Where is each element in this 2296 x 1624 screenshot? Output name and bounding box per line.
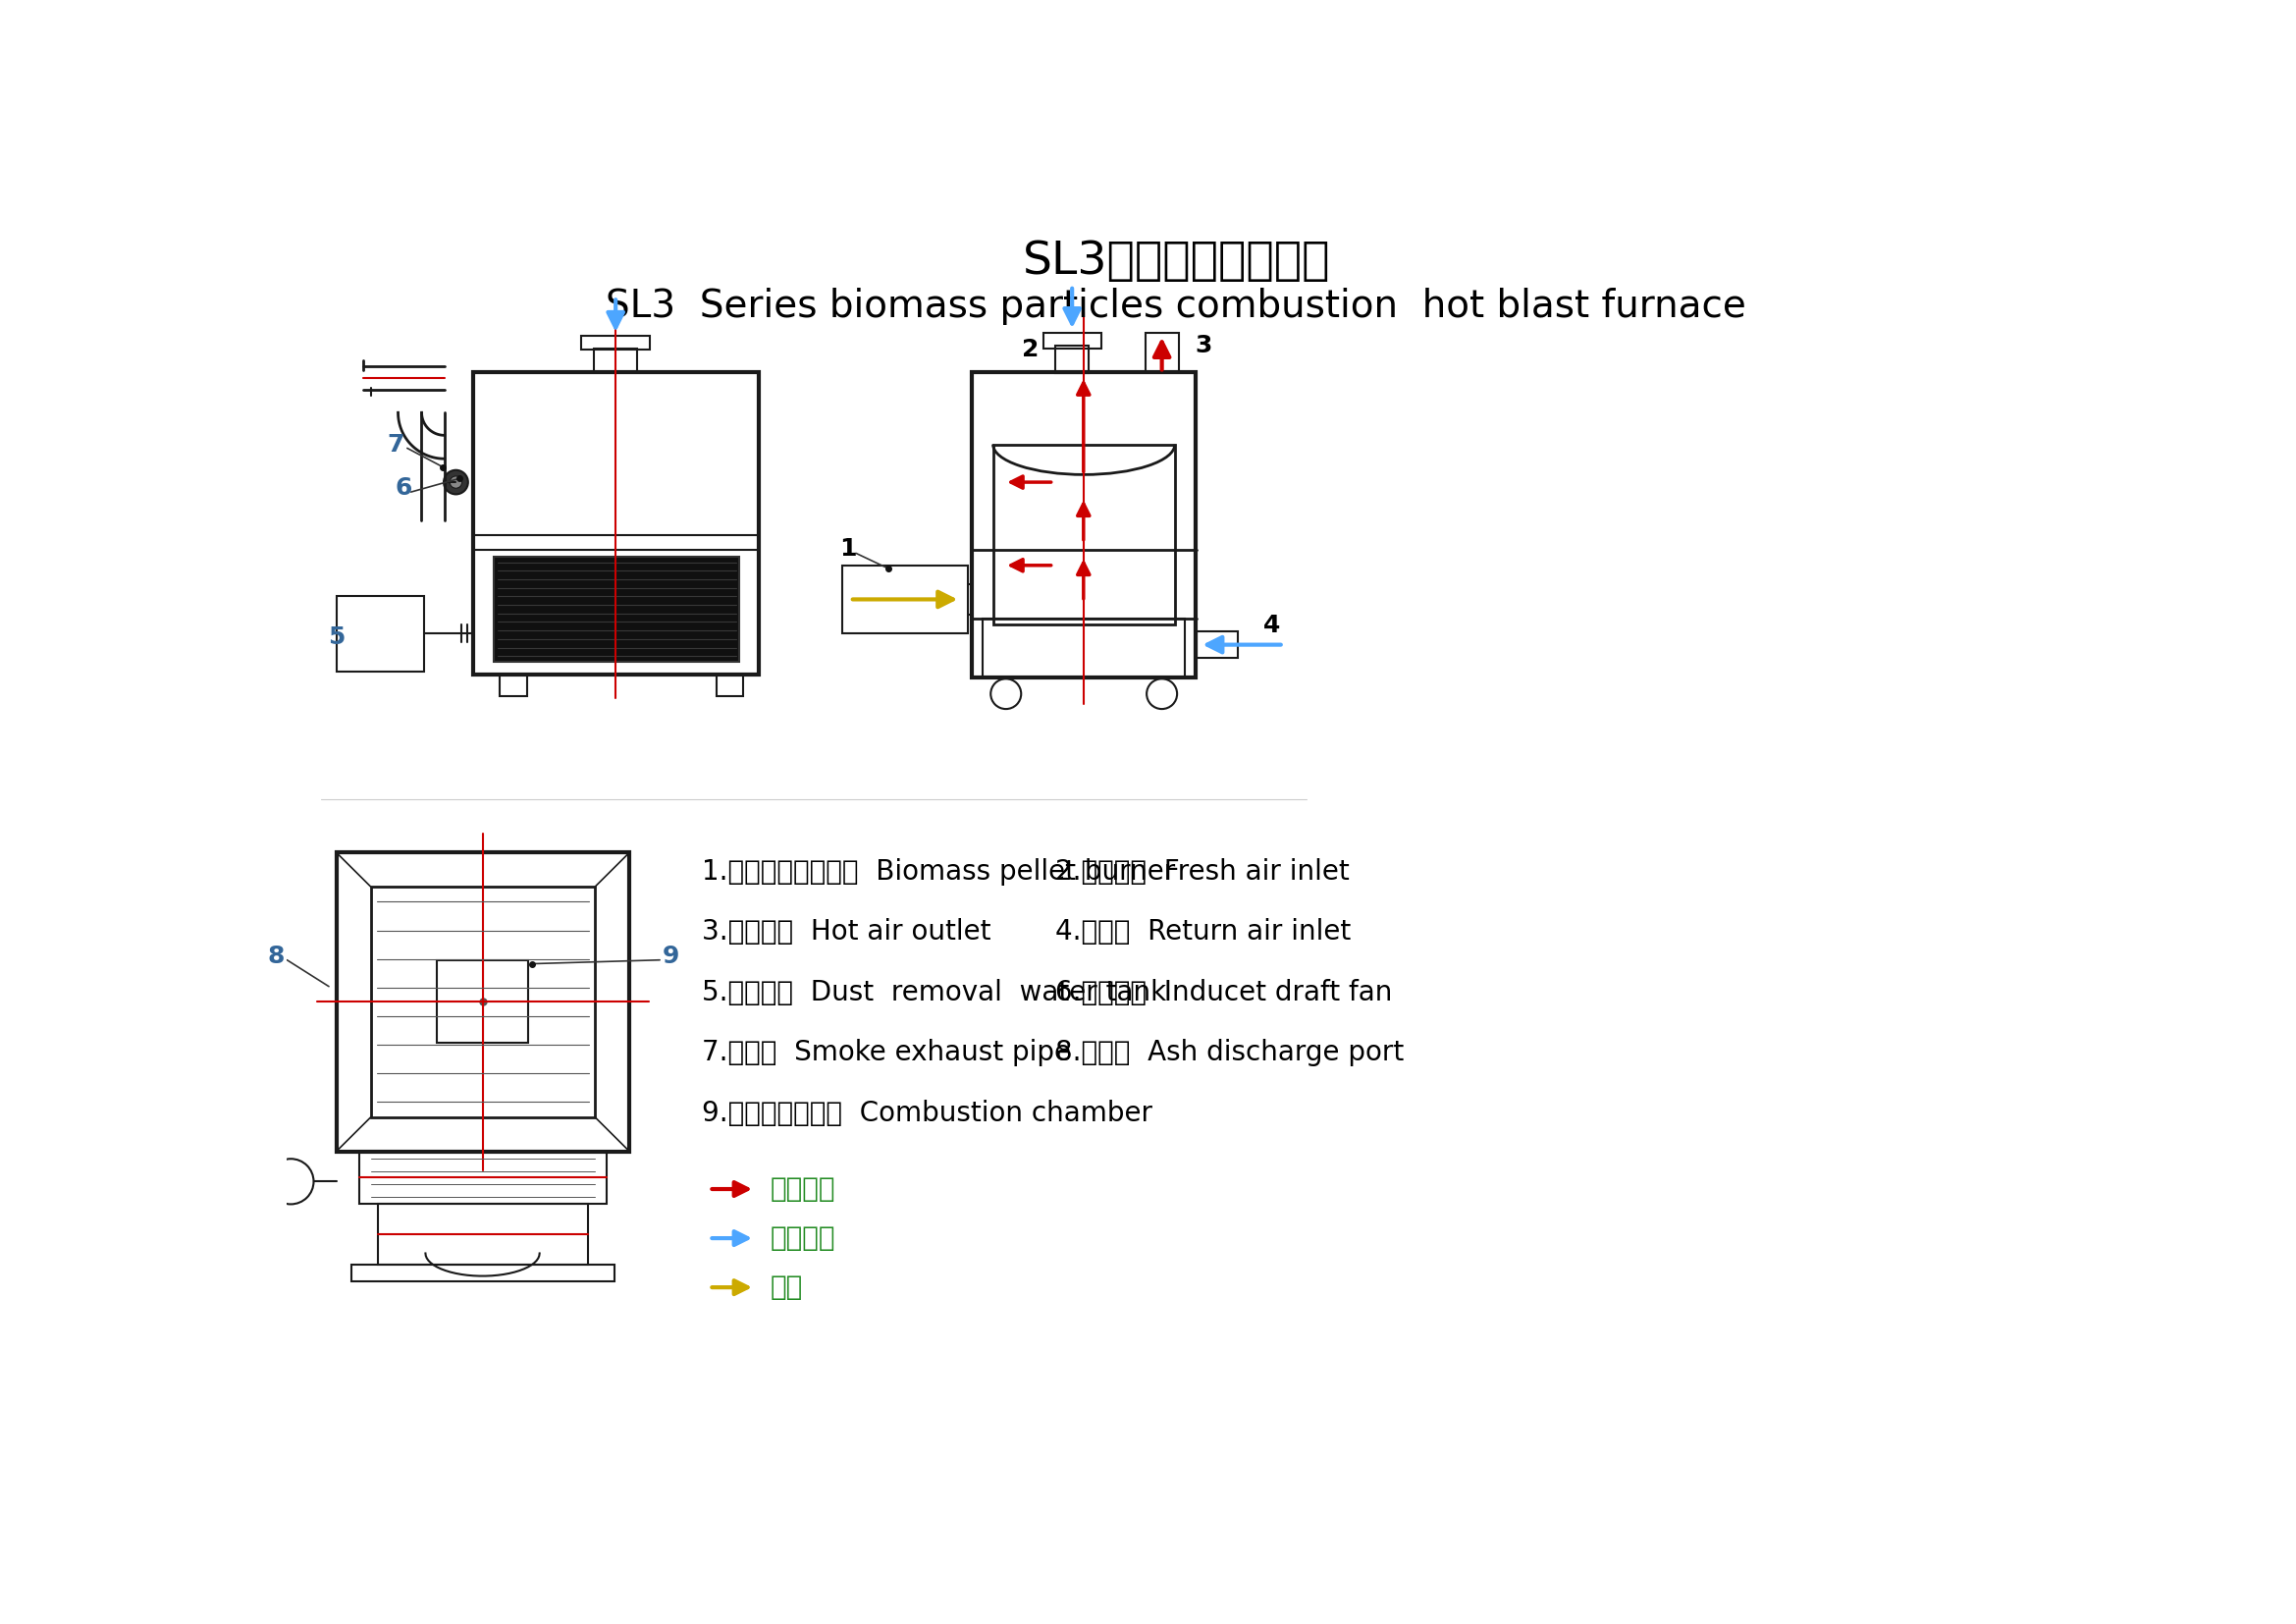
Text: 2.新风进口  Fresh air inlet: 2.新风进口 Fresh air inlet — [1056, 857, 1350, 885]
Circle shape — [450, 476, 461, 489]
Bar — [473, 372, 758, 676]
Text: 9: 9 — [664, 945, 680, 968]
Text: 5.除尘水箱  Dust  removal  water tank: 5.除尘水箱 Dust removal water tank — [703, 979, 1166, 1007]
Bar — [716, 676, 744, 697]
Text: 低温空气: 低温空气 — [769, 1224, 836, 1252]
Circle shape — [443, 469, 468, 494]
Bar — [494, 557, 739, 663]
Bar — [971, 372, 1196, 677]
Bar — [379, 1203, 588, 1265]
Text: 9.燃烧室（炉膛）  Combustion chamber: 9.燃烧室（炉膛） Combustion chamber — [703, 1099, 1153, 1127]
Bar — [436, 960, 528, 1043]
Text: 8.掏灰口  Ash discharge port: 8.掏灰口 Ash discharge port — [1056, 1039, 1405, 1067]
Text: 5: 5 — [328, 625, 344, 650]
Text: 燃料: 燃料 — [769, 1273, 804, 1301]
Text: 高温空气: 高温空气 — [769, 1176, 836, 1203]
Bar — [358, 1151, 606, 1203]
Text: 1: 1 — [840, 538, 856, 560]
Bar — [1146, 333, 1178, 372]
Bar — [501, 676, 526, 697]
Bar — [351, 1265, 613, 1281]
Bar — [338, 596, 425, 671]
Text: 4.回风口  Return air inlet: 4.回风口 Return air inlet — [1056, 918, 1350, 945]
Text: SL3  Series biomass particles combustion  hot blast furnace: SL3 Series biomass particles combustion … — [606, 287, 1747, 325]
Text: 6.引烟风机  Inducet draft fan: 6.引烟风机 Inducet draft fan — [1056, 979, 1391, 1007]
Bar — [581, 336, 650, 349]
Bar — [370, 887, 595, 1117]
Text: 2: 2 — [1022, 338, 1038, 362]
Bar — [983, 619, 1185, 677]
Text: 7: 7 — [388, 432, 404, 456]
Text: 4: 4 — [1263, 614, 1281, 638]
Bar — [1196, 632, 1238, 658]
Text: 6: 6 — [395, 476, 411, 500]
Text: 8: 8 — [266, 945, 285, 968]
Bar — [257, 1164, 292, 1199]
Bar — [338, 853, 629, 1151]
Bar — [595, 349, 636, 372]
Text: SL3系列生物质热风炉: SL3系列生物质热风炉 — [1022, 239, 1329, 284]
Bar — [1056, 346, 1088, 374]
Bar — [1042, 333, 1102, 349]
Text: 1.生物质颗粒燃烧机  Biomass pellet burner: 1.生物质颗粒燃烧机 Biomass pellet burner — [703, 857, 1176, 885]
Bar — [992, 445, 1176, 624]
Text: 3.热风出口  Hot air outlet: 3.热风出口 Hot air outlet — [703, 918, 990, 945]
Bar — [843, 565, 969, 633]
Text: 7.排烟管  Smoke exhaust pipe: 7.排烟管 Smoke exhaust pipe — [703, 1039, 1070, 1067]
Text: 3: 3 — [1196, 335, 1212, 357]
